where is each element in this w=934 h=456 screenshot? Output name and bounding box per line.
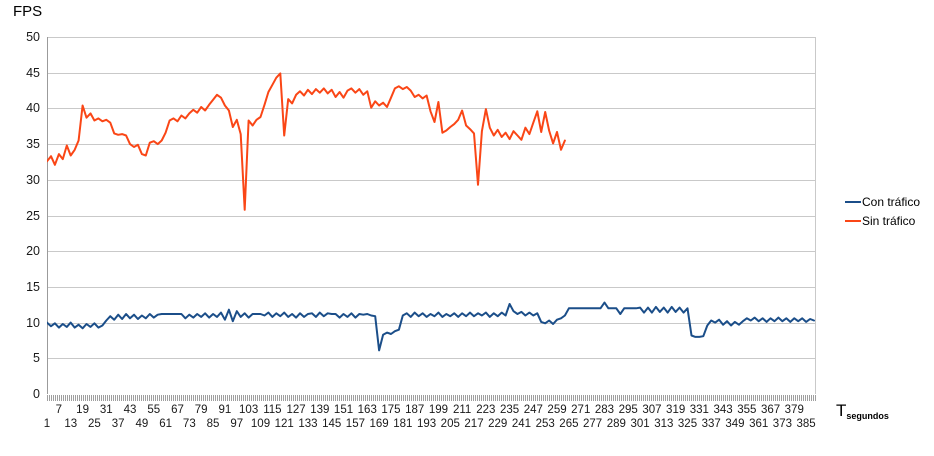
x-tick-label: 43 [123, 404, 137, 416]
x-tick-label: 325 [677, 418, 698, 430]
x-tick-label: 247 [523, 404, 543, 416]
x-tick-label: 157 [345, 418, 365, 430]
y-tick-label: 50 [26, 30, 40, 44]
x-tick-label: 361 [749, 418, 769, 430]
legend-line-swatch [845, 200, 861, 203]
y-tick-label: 40 [26, 101, 40, 116]
legend-item: Con tráfico [845, 192, 920, 211]
x-tick-label: 193 [416, 418, 437, 430]
x-tick-label: 307 [642, 404, 662, 416]
x-tick-label: 91 [218, 404, 232, 416]
y-tick-label: 5 [33, 351, 40, 366]
x-tick-label: 19 [76, 404, 89, 416]
x-tick-label: 343 [713, 404, 733, 416]
x-tick-label: 1 [43, 418, 51, 430]
x-tick-label: 289 [606, 418, 626, 430]
x-tick-label: 151 [333, 404, 354, 416]
y-tick-label: 0 [33, 387, 40, 401]
x-tick-label: 139 [310, 404, 330, 416]
x-tick-label: 79 [194, 404, 208, 416]
x-tick-label: 283 [594, 404, 615, 416]
x-tick-label: 187 [405, 404, 425, 416]
x-tick-label: 313 [654, 418, 674, 430]
plot-area [47, 37, 816, 394]
x-tick-label: 277 [583, 418, 603, 430]
x-tick-label: 265 [559, 418, 579, 430]
legend-label: Con tráfico [862, 194, 921, 209]
legend-label: Sin tráfico [862, 213, 916, 228]
x-tick-label: 103 [239, 404, 259, 416]
x-tick-label: 85 [206, 418, 220, 430]
x-tick-label: 355 [737, 404, 757, 416]
x-tick-label: 229 [488, 418, 508, 430]
x-tick-label: 331 [689, 404, 709, 416]
x-tick-label: 115 [263, 404, 282, 416]
legend: Con tráfico Sin tráfico [845, 192, 920, 230]
x-tick-label: 367 [760, 404, 781, 416]
x-tick-label: 169 [369, 418, 389, 430]
y-tick-label: 10 [26, 315, 40, 330]
y-tick-label: 30 [26, 172, 40, 187]
x-axis-title-sub: segundos [846, 411, 889, 421]
y-axis-title: FPS [13, 3, 43, 20]
x-tick-label: 199 [428, 404, 448, 416]
x-tick-label: 97 [230, 418, 244, 430]
x-tick-label: 73 [182, 418, 196, 430]
series-line-sin-trafico [47, 72, 566, 211]
x-tick-label: 121 [274, 418, 294, 430]
x-tick-label: 385 [796, 418, 816, 430]
y-tick-label: 35 [26, 137, 40, 152]
x-tick-label: 181 [393, 418, 413, 430]
x-tick-label: 133 [298, 418, 318, 430]
x-tick-label: 205 [440, 418, 460, 430]
x-tick-label: 301 [630, 418, 650, 430]
x-tick-label: 109 [250, 418, 271, 430]
x-tick-label: 13 [64, 418, 78, 430]
x-tick-label: 217 [464, 418, 484, 430]
x-tick-label: 271 [571, 404, 591, 416]
x-tick-label: 67 [171, 404, 184, 416]
x-axis-title: Tsegundos [836, 401, 889, 421]
x-tick-label: 55 [147, 404, 161, 416]
x-axis-tick-marks [47, 395, 817, 401]
x-tick-label: 373 [772, 418, 792, 430]
x-tick-label: 349 [725, 418, 745, 430]
x-tick-label: 7 [55, 404, 63, 416]
x-tick-label: 31 [99, 404, 113, 416]
y-tick-label: 20 [26, 244, 40, 259]
x-tick-label: 235 [499, 404, 520, 416]
x-tick-label: 145 [322, 418, 342, 430]
x-tick-label: 163 [357, 404, 377, 416]
x-axis-title-main: T [836, 401, 847, 420]
x-tick-label: 337 [701, 418, 721, 430]
x-tick-label: 49 [135, 418, 149, 430]
x-tick-label: 319 [666, 404, 686, 416]
y-tick-label: 45 [26, 65, 40, 80]
x-tick-label: 259 [547, 404, 567, 416]
y-tick-label: 25 [26, 208, 40, 223]
x-tick-label: 25 [88, 418, 101, 430]
legend-item: Sin tráfico [845, 211, 920, 230]
x-tick-label: 175 [381, 404, 401, 416]
x-tick-label: 127 [286, 404, 306, 416]
x-tick-label: 379 [784, 404, 804, 416]
x-tick-label: 295 [618, 404, 638, 416]
x-tick-label: 37 [111, 418, 125, 430]
x-tick-label: 223 [476, 404, 496, 416]
chart-svg [47, 37, 816, 394]
series-line-con-trafico [47, 301, 815, 352]
y-tick-label: 15 [26, 279, 40, 294]
x-tick-label: 241 [511, 418, 532, 430]
x-tick-label: 61 [159, 418, 173, 430]
x-tick-label: 253 [535, 418, 555, 430]
x-tick-label: 211 [452, 404, 472, 416]
legend-line-swatch [845, 219, 861, 222]
